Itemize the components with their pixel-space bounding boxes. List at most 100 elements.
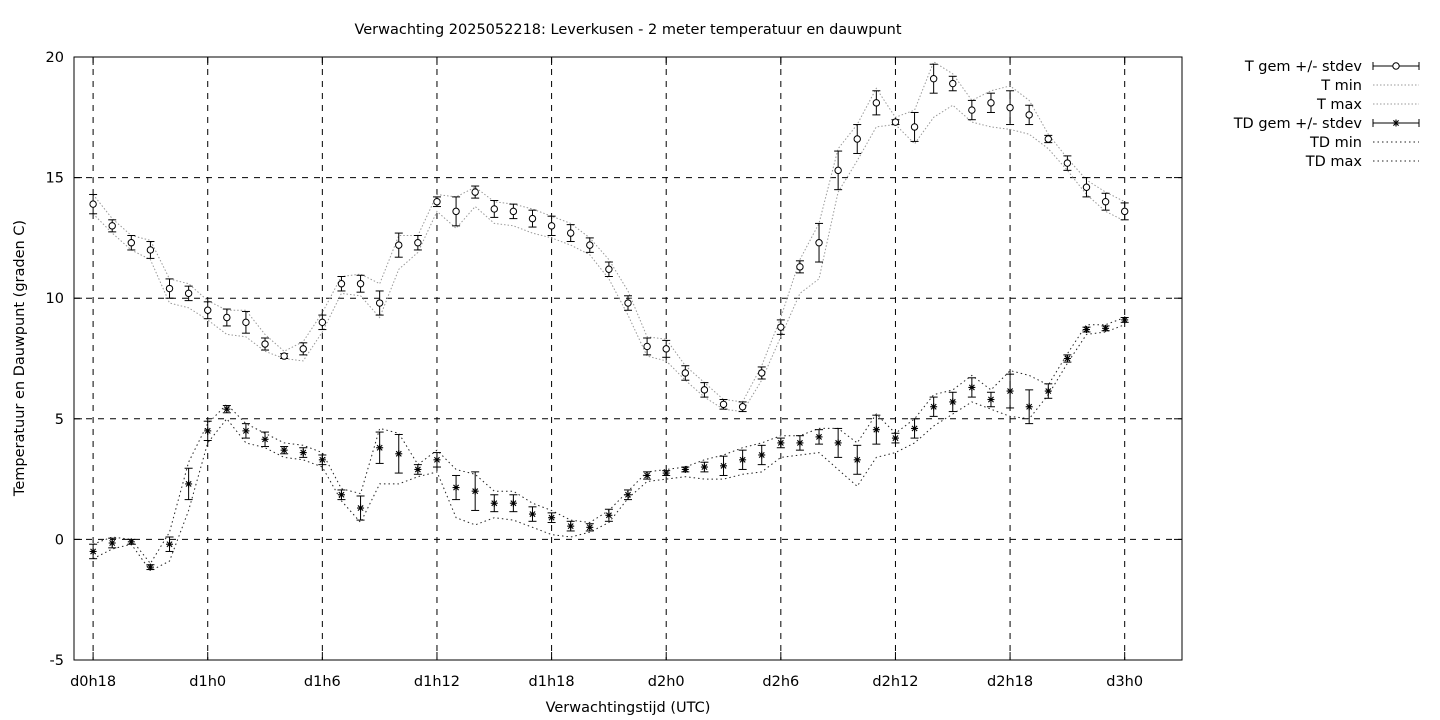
- star-stroke: [491, 500, 498, 507]
- legend-label: TD max: [1305, 154, 1363, 170]
- star-stroke: [204, 427, 211, 434]
- data-point: [910, 123, 919, 131]
- data-point: [566, 229, 575, 237]
- data-point: [376, 444, 384, 452]
- data-point: [605, 265, 613, 273]
- data-point: [490, 499, 498, 507]
- data-point: [815, 239, 823, 247]
- plot-area: [89, 61, 1129, 572]
- data-point: [624, 299, 632, 307]
- data-point: [987, 396, 995, 404]
- data-point: [108, 222, 116, 230]
- star-stroke: [109, 540, 116, 547]
- star-stroke: [262, 436, 269, 443]
- data-point: [185, 480, 193, 488]
- star-stroke: [395, 450, 402, 457]
- star-stroke: [1007, 388, 1014, 395]
- star-stroke: [739, 456, 746, 463]
- data-point: [929, 75, 938, 83]
- star-stroke: [644, 472, 651, 479]
- axis-ticks: [74, 56, 1182, 661]
- data-point: [796, 263, 804, 271]
- star-stroke: [472, 488, 479, 495]
- data-point: [395, 241, 403, 249]
- star-stroke: [242, 427, 249, 434]
- data-point: [1082, 183, 1091, 191]
- star-stroke: [1121, 316, 1128, 323]
- star-stroke: [319, 456, 326, 463]
- star-stroke: [1045, 388, 1052, 395]
- y-tick-label: 0: [55, 532, 64, 548]
- star-stroke: [223, 406, 230, 413]
- star-stroke: [529, 511, 536, 518]
- y-tick-label: 10: [46, 291, 64, 307]
- data-point: [815, 433, 823, 441]
- data-point: [261, 435, 269, 443]
- star-stroke: [414, 466, 421, 473]
- star-stroke: [625, 491, 631, 498]
- data-point: [586, 523, 594, 531]
- star-stroke: [1393, 120, 1399, 126]
- data-point: [452, 484, 460, 492]
- star-stroke: [548, 514, 555, 521]
- star-stroke: [663, 470, 670, 477]
- star-stroke: [166, 541, 173, 548]
- star-stroke: [701, 464, 708, 471]
- star-stroke: [777, 439, 784, 446]
- data-point: [949, 79, 957, 88]
- data-point: [204, 427, 212, 435]
- data-point: [108, 539, 116, 547]
- data-point: [777, 439, 785, 447]
- star-stroke: [1026, 403, 1033, 410]
- star-stroke: [682, 466, 689, 473]
- data-point: [357, 504, 365, 512]
- x-tick-label: d1h6: [304, 674, 341, 690]
- data-point: [242, 427, 250, 435]
- data-point: [930, 403, 938, 411]
- legend-swatch-marker: [1392, 119, 1400, 127]
- legend: T gem +/- stdev T min T max TD gem +/- stde…: [1233, 59, 1420, 170]
- data-point: [146, 246, 155, 254]
- data-point: [1102, 324, 1110, 332]
- legend-label: T min: [1320, 78, 1362, 94]
- data-point: [586, 241, 594, 249]
- data-point: [968, 383, 976, 391]
- legend-label: TD min: [1309, 135, 1362, 151]
- data-point: [1063, 355, 1071, 362]
- chart-title: Verwachting 2025052218: Leverkusen - 2 m…: [354, 22, 901, 38]
- data-point: [528, 510, 536, 518]
- star-stroke: [949, 398, 956, 405]
- series-line-td-min: [92, 324, 1125, 572]
- data-point: [1006, 103, 1014, 112]
- data-point: [624, 491, 632, 499]
- star-stroke: [510, 500, 517, 507]
- data-point: [452, 207, 460, 216]
- star-stroke: [586, 524, 593, 531]
- data-point: [509, 499, 517, 507]
- star-stroke: [567, 523, 574, 530]
- data-point: [280, 352, 288, 360]
- data-point: [853, 456, 861, 464]
- x-tick-label: d1h18: [529, 674, 575, 690]
- data-point: [165, 284, 174, 293]
- star-stroke: [758, 451, 765, 458]
- data-point: [280, 446, 288, 454]
- data-point: [739, 456, 747, 464]
- data-point: [853, 135, 861, 143]
- data-point: [223, 313, 231, 322]
- y-tick-label: 5: [55, 412, 64, 428]
- star-stroke: [281, 447, 288, 454]
- data-point: [719, 400, 728, 409]
- star-stroke: [930, 403, 937, 410]
- y-tick-label: 15: [46, 171, 64, 187]
- data-point: [89, 547, 97, 555]
- star-stroke: [128, 538, 135, 545]
- data-point: [738, 403, 747, 411]
- data-point: [356, 280, 365, 288]
- star-stroke: [376, 444, 383, 451]
- data-point: [796, 439, 804, 447]
- x-tick-label: d2h12: [872, 674, 918, 690]
- data-point: [1120, 207, 1129, 216]
- data-point: [758, 451, 766, 459]
- y-tick-label: -5: [50, 653, 64, 669]
